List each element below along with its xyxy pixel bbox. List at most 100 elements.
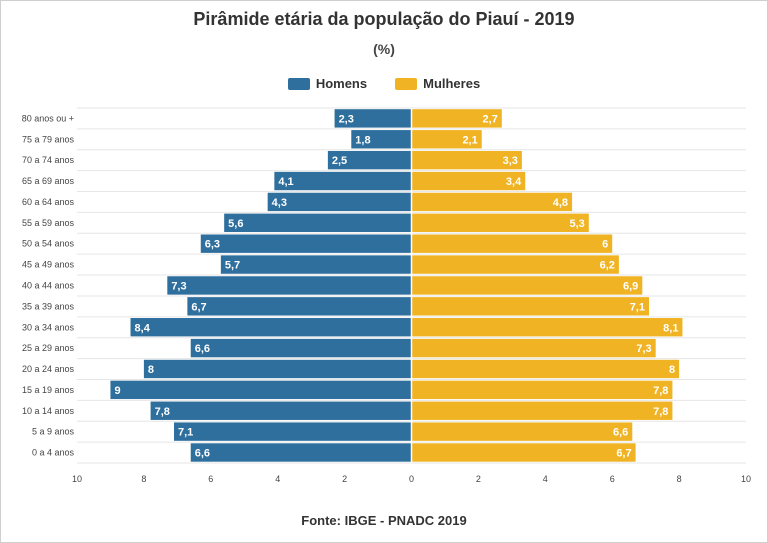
data-label-homens: 5,6 [228, 218, 243, 230]
legend-swatch-mulheres [395, 77, 418, 90]
y-tick-label: 75 a 79 anos [22, 134, 75, 144]
y-tick-label: 25 a 29 anos [22, 343, 75, 353]
data-label-homens: 9 [114, 385, 120, 397]
bar-homens [200, 234, 412, 253]
bar-homens [224, 213, 412, 232]
data-label-homens: 1,8 [355, 134, 370, 146]
data-label-homens: 2,3 [339, 113, 354, 125]
y-tick-label: 65 a 69 anos [22, 176, 75, 186]
data-label-homens: 4,1 [278, 176, 293, 188]
data-label-mulheres: 7,3 [636, 343, 651, 355]
y-tick-label: 20 a 24 anos [22, 364, 75, 374]
bar-homens [130, 318, 412, 337]
chart-subtitle: (%) [373, 41, 395, 57]
x-tick-label: 2 [476, 474, 481, 484]
bar-mulheres [411, 380, 673, 400]
data-label-mulheres: 7,8 [653, 406, 668, 418]
bar-homens [274, 171, 412, 191]
data-label-mulheres: 6 [602, 239, 608, 251]
bar-homens [190, 338, 412, 358]
bar-mulheres [411, 443, 636, 462]
bar-mulheres [411, 130, 482, 149]
y-tick-label: 5 a 9 anos [32, 427, 75, 437]
legend-label-mulheres: Mulheres [423, 76, 481, 91]
y-tick-label: 50 a 54 anos [22, 239, 75, 249]
x-tick-label: 0 [409, 474, 414, 484]
bar-mulheres [411, 401, 673, 420]
data-label-homens: 8,4 [135, 322, 151, 334]
x-tick-label: 8 [677, 474, 682, 484]
data-label-homens: 7,8 [155, 406, 170, 418]
bar-homens [190, 443, 412, 462]
chart-title: Pirâmide etária da população do Piauí - … [193, 9, 575, 29]
bar-mulheres [411, 109, 502, 128]
data-label-homens: 6,7 [191, 301, 206, 313]
bar-homens [327, 150, 412, 170]
data-label-mulheres: 6,6 [613, 427, 628, 439]
source-note: Fonte: IBGE - PNADC 2019 [301, 513, 467, 528]
data-label-homens: 6,3 [205, 239, 220, 251]
data-label-homens: 5,7 [225, 260, 240, 272]
bar-homens [187, 297, 412, 316]
bar-homens [220, 255, 412, 274]
x-tick-label: 10 [741, 474, 751, 484]
bar-mulheres [411, 338, 656, 358]
legend-item-homens[interactable]: Homens [287, 76, 368, 91]
bar-mulheres [411, 234, 613, 253]
data-label-mulheres: 5,3 [569, 218, 584, 230]
data-label-mulheres: 7,1 [630, 301, 645, 313]
x-tick-label: 4 [543, 474, 548, 484]
bar-homens [174, 422, 412, 441]
data-label-mulheres: 2,1 [462, 134, 477, 146]
bar-homens [143, 359, 412, 379]
x-tick-label: 2 [342, 474, 347, 484]
data-label-homens: 8 [148, 364, 154, 376]
legend-item-mulheres[interactable]: Mulheres [395, 76, 480, 91]
data-label-homens: 7,3 [171, 281, 186, 293]
y-tick-label: 60 a 64 anos [22, 197, 75, 207]
y-tick-label: 10 a 14 anos [22, 406, 75, 416]
y-tick-label: 0 a 4 anos [32, 448, 75, 458]
y-tick-label: 45 a 49 anos [22, 260, 75, 270]
bar-mulheres [411, 318, 683, 337]
legend-swatch-homens [287, 77, 310, 90]
x-tick-label: 6 [610, 474, 615, 484]
bar-mulheres [411, 171, 526, 191]
bar-mulheres [411, 150, 522, 170]
legend-label-homens: Homens [315, 76, 368, 91]
data-label-mulheres: 3,4 [506, 176, 522, 188]
data-label-mulheres: 4,8 [553, 197, 568, 209]
bar-homens [351, 130, 412, 149]
data-label-mulheres: 6,2 [600, 260, 615, 272]
data-label-homens: 6,6 [195, 343, 210, 355]
data-label-mulheres: 6,7 [616, 448, 631, 460]
y-tick-label: 80 anos ou + [22, 113, 74, 123]
bar-mulheres [411, 276, 643, 295]
x-tick-label: 10 [72, 474, 82, 484]
bar-homens [110, 380, 412, 400]
x-tick-label: 8 [141, 474, 146, 484]
bar-mulheres [411, 192, 573, 212]
bar-mulheres [411, 297, 649, 316]
x-tick-label: 6 [208, 474, 213, 484]
x-tick-label: 4 [275, 474, 280, 484]
data-label-mulheres: 7,8 [653, 385, 668, 397]
bar-mulheres [411, 422, 633, 441]
bar-mulheres [411, 213, 589, 232]
bar-homens [267, 192, 412, 212]
data-label-mulheres: 8,1 [663, 322, 678, 334]
bar-mulheres [411, 359, 680, 379]
data-label-homens: 6,6 [195, 448, 210, 460]
data-label-homens: 7,1 [178, 427, 193, 439]
data-label-mulheres: 8 [669, 364, 675, 376]
data-label-mulheres: 2,7 [483, 113, 498, 125]
data-label-mulheres: 3,3 [503, 155, 518, 167]
bar-mulheres [411, 255, 619, 274]
y-tick-label: 15 a 19 anos [22, 385, 75, 395]
y-tick-label: 70 a 74 anos [22, 155, 75, 165]
bar-homens [150, 401, 412, 420]
data-label-mulheres: 6,9 [623, 281, 638, 293]
y-tick-label: 30 a 34 anos [22, 322, 75, 332]
data-label-homens: 2,5 [332, 155, 347, 167]
